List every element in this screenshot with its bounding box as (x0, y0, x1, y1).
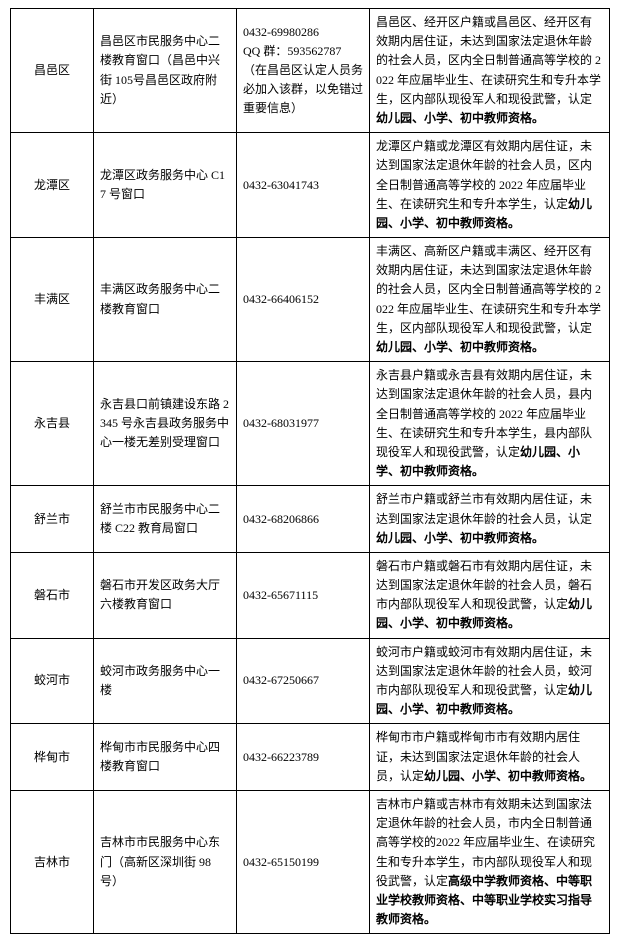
table-row: 丰满区丰满区政务服务中心二楼教育窗口0432-66406152丰满区、高新区户籍… (11, 238, 610, 362)
phone: 0432-65671115 (237, 552, 370, 638)
address: 龙潭区政务服务中心 C17 号窗口 (94, 133, 237, 238)
address: 丰满区政务服务中心二楼教育窗口 (94, 238, 237, 362)
table-row: 舒兰市舒兰市市民服务中心二楼 C22 教育局窗口0432-68206866舒兰市… (11, 486, 610, 553)
address: 桦甸市市民服务中心四楼教育窗口 (94, 724, 237, 791)
description-text: 蛟河市户籍或蛟河市有效期内居住证，未达到国家法定退休年龄的社会人员，蛟河市内部队… (376, 645, 592, 697)
phone: 0432-63041743 (237, 133, 370, 238)
description: 蛟河市户籍或蛟河市有效期内居住证，未达到国家法定退休年龄的社会人员，蛟河市内部队… (370, 638, 610, 724)
phone: 0432-67250667 (237, 638, 370, 724)
region-name: 舒兰市 (11, 486, 94, 553)
description: 桦甸市市户籍或桦甸市市有效期内居住证，未达到国家法定退休年龄的社会人员，认定幼儿… (370, 724, 610, 791)
region-name: 龙潭区 (11, 133, 94, 238)
region-name: 永吉县 (11, 362, 94, 486)
table-container: 昌邑区昌邑区市民服务中心二楼教育窗口（昌邑中兴街 105号昌邑区政府附近）043… (0, 0, 620, 942)
description: 舒兰市户籍或舒兰市有效期内居住证，未达到国家法定退休年龄的社会人员，认定幼儿园、… (370, 486, 610, 553)
description-text: 舒兰市户籍或舒兰市有效期内居住证，未达到国家法定退休年龄的社会人员，认定 (376, 492, 592, 525)
table-row: 吉林市吉林市市民服务中心东门（高新区深圳街 98 号）0432-65150199… (11, 790, 610, 933)
info-table: 昌邑区昌邑区市民服务中心二楼教育窗口（昌邑中兴街 105号昌邑区政府附近）043… (10, 8, 610, 934)
address: 舒兰市市民服务中心二楼 C22 教育局窗口 (94, 486, 237, 553)
description-bold: 幼儿园、小学、初中教师资格。 (424, 769, 592, 783)
description: 磐石市户籍或磐石市有效期内居住证，未达到国家法定退休年龄的社会人员，磐石市内部队… (370, 552, 610, 638)
description-text: 磐石市户籍或磐石市有效期内居住证，未达到国家法定退休年龄的社会人员，磐石市内部队… (376, 559, 592, 611)
description: 龙潭区户籍或龙潭区有效期内居住证，未达到国家法定退休年龄的社会人员，区内全日制普… (370, 133, 610, 238)
address: 磐石市开发区政务大厅六楼教育窗口 (94, 552, 237, 638)
description-bold: 幼儿园、小学、初中教师资格。 (376, 340, 544, 354)
table-row: 龙潭区龙潭区政务服务中心 C17 号窗口0432-63041743龙潭区户籍或龙… (11, 133, 610, 238)
address: 蛟河市政务服务中心一楼 (94, 638, 237, 724)
table-body: 昌邑区昌邑区市民服务中心二楼教育窗口（昌邑中兴街 105号昌邑区政府附近）043… (11, 9, 610, 934)
description-text: 龙潭区户籍或龙潭区有效期内居住证，未达到国家法定退休年龄的社会人员，区内全日制普… (376, 139, 592, 211)
phone: 0432-66223789 (237, 724, 370, 791)
region-name: 吉林市 (11, 790, 94, 933)
region-name: 昌邑区 (11, 9, 94, 133)
phone: 0432-65150199 (237, 790, 370, 933)
table-row: 磐石市磐石市开发区政务大厅六楼教育窗口0432-65671115磐石市户籍或磐石… (11, 552, 610, 638)
address: 昌邑区市民服务中心二楼教育窗口（昌邑中兴街 105号昌邑区政府附近） (94, 9, 237, 133)
description-text: 丰满区、高新区户籍或丰满区、经开区有效期内居住证，未达到国家法定退休年龄的社会人… (376, 244, 601, 335)
description: 丰满区、高新区户籍或丰满区、经开区有效期内居住证，未达到国家法定退休年龄的社会人… (370, 238, 610, 362)
phone: 0432-66406152 (237, 238, 370, 362)
description-text: 昌邑区、经开区户籍或昌邑区、经开区有效期内居住证，未达到国家法定退休年龄的社会人… (376, 15, 601, 106)
address: 永吉县口前镇建设东路 2345 号永吉县政务服务中心一楼无差别受理窗口 (94, 362, 237, 486)
phone: 0432-69980286QQ 群：593562787（在昌邑区认定人员务必加入… (237, 9, 370, 133)
phone: 0432-68206866 (237, 486, 370, 553)
phone: 0432-68031977 (237, 362, 370, 486)
description-bold: 幼儿园、小学、初中教师资格。 (376, 111, 544, 125)
description: 吉林市户籍或吉林市有效期未达到国家法定退休年龄的社会人员，市内全日制普通高等学校… (370, 790, 610, 933)
region-name: 磐石市 (11, 552, 94, 638)
table-row: 昌邑区昌邑区市民服务中心二楼教育窗口（昌邑中兴街 105号昌邑区政府附近）043… (11, 9, 610, 133)
description: 永吉县户籍或永吉县有效期内居住证，未达到国家法定退休年龄的社会人员，县内全日制普… (370, 362, 610, 486)
table-row: 蛟河市蛟河市政务服务中心一楼0432-67250667蛟河市户籍或蛟河市有效期内… (11, 638, 610, 724)
address: 吉林市市民服务中心东门（高新区深圳街 98 号） (94, 790, 237, 933)
description-bold: 幼儿园、小学、初中教师资格。 (376, 531, 544, 545)
region-name: 蛟河市 (11, 638, 94, 724)
region-name: 桦甸市 (11, 724, 94, 791)
table-row: 桦甸市桦甸市市民服务中心四楼教育窗口0432-66223789桦甸市市户籍或桦甸… (11, 724, 610, 791)
table-row: 永吉县永吉县口前镇建设东路 2345 号永吉县政务服务中心一楼无差别受理窗口04… (11, 362, 610, 486)
description: 昌邑区、经开区户籍或昌邑区、经开区有效期内居住证，未达到国家法定退休年龄的社会人… (370, 9, 610, 133)
region-name: 丰满区 (11, 238, 94, 362)
